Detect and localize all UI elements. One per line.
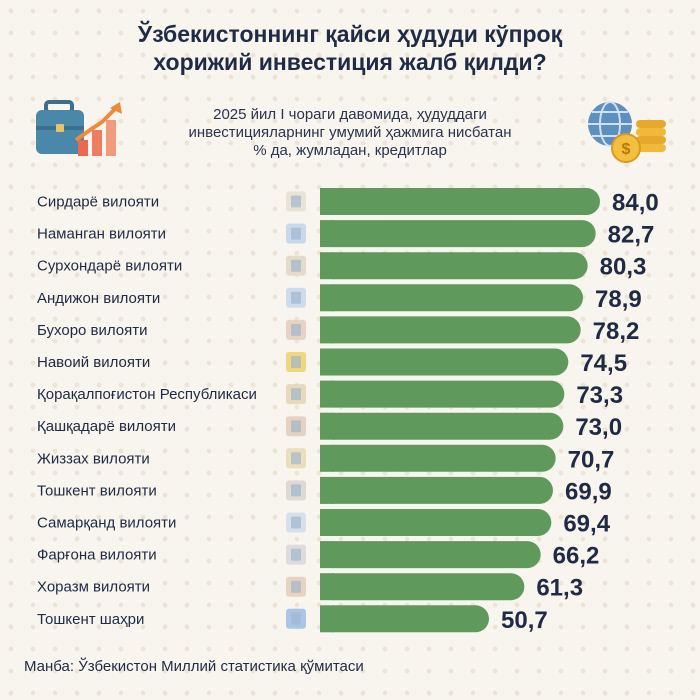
globe-coins-icon: $ — [586, 100, 668, 169]
car-icon — [286, 287, 306, 308]
bar-left-edge — [320, 412, 334, 440]
bar — [320, 284, 583, 312]
region-label: Сурхондарё вилояти — [37, 258, 182, 275]
region-label: Жиззах вилояти — [37, 450, 150, 467]
bar-left-edge — [320, 252, 334, 280]
minaret-icon — [286, 319, 306, 340]
bar-left-edge — [320, 476, 334, 504]
value-label: 80,3 — [600, 254, 647, 281]
region-label: Сирдарё вилояти — [37, 194, 159, 211]
bar — [320, 476, 553, 504]
bar — [320, 573, 525, 601]
tower-icon — [286, 416, 306, 437]
subtitle-line-1: 2025 йил I чораги давомида, ҳудуддаги — [213, 106, 487, 123]
bar — [320, 220, 596, 248]
factory-icon — [286, 480, 306, 501]
value-label: 74,5 — [580, 350, 627, 377]
region-label: Қашқадарё вилояти — [37, 418, 176, 435]
value-label: 70,7 — [568, 446, 615, 473]
region-label: Тошкент шаҳри — [37, 611, 144, 628]
region-label: Хоразм вилояти — [37, 579, 150, 596]
title-line-1: Ўзбекистоннинг қайси ҳудуди кўпроқ — [137, 21, 563, 47]
bar — [320, 541, 541, 569]
bar — [320, 605, 489, 633]
bar-left-edge — [320, 541, 334, 569]
value-label: 82,7 — [608, 222, 655, 249]
region-label: Наманган вилояти — [37, 226, 166, 243]
bar — [320, 444, 556, 472]
source-note: Манба: Ўзбекистон Миллий статистика қўми… — [24, 658, 364, 675]
bar-left-edge — [320, 316, 334, 344]
spool-icon — [286, 223, 306, 244]
region-label: Қорақалпоғистон Республикаси — [37, 386, 257, 403]
subtitle-line-2: инвестицияларнинг умумий ҳажмига нисбата… — [188, 124, 512, 141]
value-label: 61,3 — [536, 575, 583, 602]
region-label: Навоий вилояти — [37, 354, 150, 371]
region-label: Тошкент вилояти — [37, 482, 157, 499]
wheat-icon — [286, 448, 306, 469]
bar-left-edge — [320, 509, 334, 536]
value-label: 69,9 — [565, 478, 612, 505]
briefcase-chart-icon — [32, 100, 128, 169]
region-label: Фарғона вилояти — [37, 547, 157, 564]
region-label: Бухоро вилояти — [37, 322, 148, 339]
factory-icon — [286, 544, 306, 565]
bar — [320, 316, 581, 344]
registan-icon — [286, 512, 306, 533]
value-label: 78,9 — [595, 286, 642, 313]
bar-left-edge — [320, 284, 334, 312]
title-line-2: хорижий инвестиция жалб қилди? — [153, 49, 547, 75]
cotton-field-icon — [286, 191, 306, 212]
value-label: 84,0 — [612, 190, 659, 217]
bar — [320, 252, 588, 280]
subtitle-line-3: % да, жумладан, кредитлар — [253, 142, 447, 159]
museum-icon — [286, 384, 306, 405]
bar-left-edge — [320, 348, 334, 376]
bar — [320, 509, 552, 536]
gold-bars-icon — [286, 352, 306, 372]
bar — [320, 412, 564, 440]
value-label: 73,3 — [576, 382, 623, 409]
bar — [320, 380, 565, 408]
bar-left-edge — [320, 220, 334, 248]
bar — [320, 188, 600, 215]
grapes-icon — [286, 255, 306, 276]
value-label: 73,0 — [575, 414, 622, 441]
fortress-icon — [286, 576, 306, 597]
bar-left-edge — [320, 188, 334, 215]
value-label: 69,4 — [563, 511, 610, 538]
bar-left-edge — [320, 444, 334, 472]
bar-left-edge — [320, 605, 334, 633]
region-label: Андижон вилояти — [37, 290, 160, 307]
chart-subtitle: 2025 йил I чораги давомида, ҳудуддаги ин… — [150, 106, 550, 160]
bar-left-edge — [320, 380, 334, 408]
skyscraper-icon — [286, 608, 306, 629]
chart-title: Ўзбекистоннинг қайси ҳудуди кўпроқ хориж… — [0, 20, 700, 76]
value-label: 66,2 — [553, 543, 600, 570]
bar-left-edge — [320, 573, 334, 601]
svg-text:$: $ — [622, 141, 631, 158]
value-label: 78,2 — [593, 318, 640, 345]
region-label: Самарқанд вилояти — [37, 515, 176, 532]
bar — [320, 348, 569, 376]
value-label: 50,7 — [501, 607, 548, 634]
